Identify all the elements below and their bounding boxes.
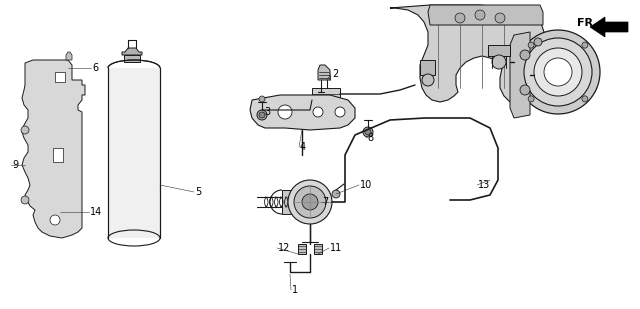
Circle shape — [520, 50, 530, 60]
Polygon shape — [108, 68, 160, 238]
Text: 5: 5 — [195, 187, 201, 197]
Text: 14: 14 — [90, 207, 102, 217]
Circle shape — [259, 112, 265, 118]
Circle shape — [21, 196, 29, 204]
Circle shape — [534, 38, 542, 46]
Text: 8: 8 — [367, 133, 373, 143]
Text: 13: 13 — [478, 180, 490, 190]
Polygon shape — [420, 60, 435, 75]
Text: 12: 12 — [278, 243, 291, 253]
Circle shape — [365, 129, 371, 135]
Text: FR.: FR. — [577, 18, 598, 28]
Text: 4: 4 — [300, 142, 306, 152]
Circle shape — [582, 42, 588, 48]
Circle shape — [278, 105, 292, 119]
Circle shape — [302, 194, 318, 210]
Polygon shape — [590, 17, 628, 37]
Polygon shape — [22, 60, 85, 238]
Circle shape — [288, 180, 332, 224]
Circle shape — [332, 190, 340, 198]
Circle shape — [294, 186, 326, 218]
Polygon shape — [55, 72, 65, 82]
Polygon shape — [298, 244, 306, 254]
Circle shape — [492, 55, 506, 69]
Polygon shape — [312, 88, 340, 100]
Circle shape — [50, 215, 60, 225]
Circle shape — [257, 110, 267, 120]
Circle shape — [422, 74, 434, 86]
Text: 7: 7 — [322, 197, 328, 207]
Text: 1: 1 — [292, 285, 298, 295]
Circle shape — [335, 107, 345, 117]
Polygon shape — [282, 190, 298, 214]
Polygon shape — [53, 148, 63, 162]
Circle shape — [528, 42, 534, 48]
Circle shape — [21, 126, 29, 134]
Circle shape — [363, 127, 373, 137]
Circle shape — [495, 13, 505, 23]
Polygon shape — [390, 5, 548, 104]
Circle shape — [534, 48, 582, 96]
Circle shape — [475, 10, 485, 20]
Polygon shape — [314, 244, 322, 254]
Circle shape — [259, 96, 265, 102]
Polygon shape — [250, 95, 355, 130]
Text: 6: 6 — [92, 63, 98, 73]
Polygon shape — [66, 52, 72, 60]
Circle shape — [524, 38, 592, 106]
Circle shape — [516, 30, 600, 114]
Polygon shape — [428, 5, 543, 25]
Circle shape — [528, 96, 534, 102]
Polygon shape — [488, 45, 510, 56]
Text: 2: 2 — [332, 69, 339, 79]
Circle shape — [455, 13, 465, 23]
Text: 3: 3 — [264, 107, 270, 117]
Polygon shape — [318, 65, 330, 80]
Polygon shape — [124, 55, 140, 62]
Text: 10: 10 — [360, 180, 372, 190]
Text: 11: 11 — [330, 243, 342, 253]
Text: 9: 9 — [12, 160, 18, 170]
Polygon shape — [122, 48, 142, 55]
Circle shape — [544, 58, 572, 86]
Polygon shape — [510, 32, 530, 118]
Circle shape — [520, 85, 530, 95]
Circle shape — [582, 96, 588, 102]
Circle shape — [313, 107, 323, 117]
